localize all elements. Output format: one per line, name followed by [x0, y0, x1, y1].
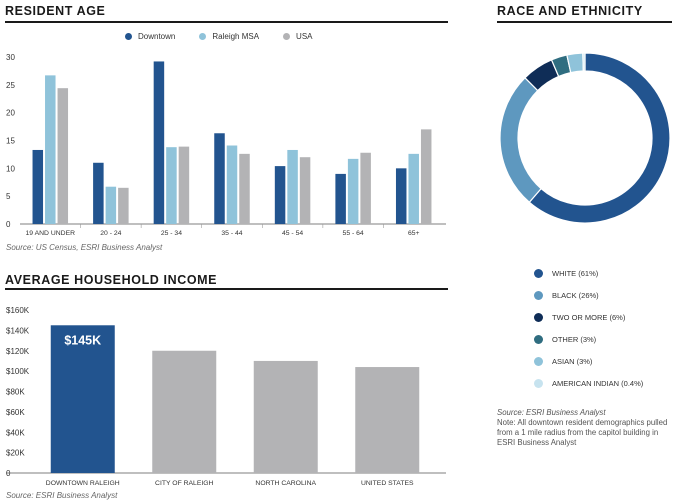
income-y-tick-label: $40K	[6, 428, 25, 437]
income-y-tick-label: $80K	[6, 388, 25, 397]
income-y-tick-label: $120K	[6, 347, 30, 356]
age-bar	[214, 133, 225, 224]
race-donut-chart	[499, 52, 671, 224]
race-legend-label: OTHER (3%)	[552, 334, 597, 344]
age-y-tick-label: 30	[6, 53, 15, 62]
age-section-title: RESIDENT AGE	[5, 4, 106, 18]
age-category-label: 45 - 54	[282, 230, 303, 237]
age-title-rule	[5, 21, 448, 23]
income-y-tick-label: $20K	[6, 449, 25, 458]
race-legend-label: BLACK (26%)	[552, 290, 599, 300]
age-bar	[118, 187, 129, 224]
race-note: Note: All downtown resident demographics…	[497, 417, 668, 447]
age-y-tick-label: 15	[6, 137, 15, 146]
race-legend-item: AMERICAN INDIAN (0.4%)	[534, 372, 643, 394]
age-bar	[287, 149, 298, 224]
age-bar	[166, 147, 177, 224]
race-legend-swatch	[534, 356, 543, 366]
age-category-label: 65+	[408, 230, 420, 237]
age-bar	[299, 157, 311, 224]
age-y-tick-label: 10	[6, 164, 15, 173]
income-title-rule	[5, 288, 448, 290]
race-legend-swatch	[534, 290, 543, 300]
age-y-tick-label: 5	[6, 192, 11, 201]
age-bar	[93, 162, 104, 224]
age-bar	[57, 88, 69, 224]
income-y-tick-label: $60K	[6, 408, 25, 417]
age-bar	[32, 149, 44, 224]
race-legend-label: ASIAN (3%)	[552, 356, 593, 366]
legend-swatch-downtown	[125, 33, 132, 40]
age-category-label: 19 AND UNDER	[26, 230, 76, 237]
race-legend: WHITE (61%) BLACK (26%) TWO OR MORE (6%) OT…	[534, 262, 643, 394]
age-bar	[226, 145, 238, 224]
age-y-tick-label: 20	[6, 109, 15, 118]
income-category-label: DOWNTOWN RALEIGH	[46, 480, 120, 487]
income-category-label: NORTH CAROLINA	[255, 480, 316, 487]
income-source: Source: ESRI Business Analyst	[6, 491, 118, 500]
race-legend-swatch	[534, 334, 543, 344]
race-legend-item: BLACK (26%)	[534, 284, 643, 306]
legend-label-usa: USA	[296, 32, 313, 41]
age-category-label: 25 - 34	[161, 230, 182, 237]
race-legend-item: WHITE (61%)	[534, 262, 643, 284]
race-legend-item: ASIAN (3%)	[534, 350, 643, 372]
age-bar	[178, 146, 190, 224]
race-section-title: RACE AND ETHNICITY	[497, 4, 643, 18]
race-donut-slice	[499, 76, 542, 204]
age-category-label: 55 - 64	[343, 230, 364, 237]
income-section-title: AVERAGE HOUSEHOLD INCOME	[5, 273, 218, 287]
race-donut-slice	[582, 52, 586, 72]
legend-label-raleigh-msa: Raleigh MSA	[212, 32, 260, 41]
age-bar	[347, 158, 359, 224]
age-bar	[335, 173, 346, 224]
income-category-label: CITY OF RALEIGH	[155, 480, 214, 487]
race-legend-swatch	[534, 268, 543, 278]
race-legend-item: OTHER (3%)	[534, 328, 643, 350]
legend-swatch-usa	[283, 33, 291, 40]
legend-label-downtown: Downtown	[138, 32, 176, 41]
income-y-tick-label: 0	[6, 469, 11, 478]
age-bar	[45, 75, 56, 225]
age-bar	[395, 168, 407, 224]
age-bar	[153, 61, 165, 224]
race-note-block: Source: ESRI Business Analyst Note: All …	[497, 408, 669, 448]
age-source: Source: US Census, ESRI Business Analyst	[6, 243, 163, 252]
race-legend-label: WHITE (61%)	[552, 268, 599, 278]
age-y-tick-label: 25	[6, 81, 15, 90]
age-bar	[420, 129, 432, 224]
age-chart: 0 5 10 15 20 25 30 19 AND UNDER 20 - 24 25 - 34 35…	[6, 53, 446, 237]
income-data-label: $145K	[64, 333, 101, 347]
race-legend-label: TWO OR MORE (6%)	[552, 312, 626, 322]
race-legend-swatch	[534, 378, 543, 388]
age-bar	[408, 153, 419, 224]
age-category-label: 35 - 44	[221, 230, 242, 237]
age-legend: Downtown Raleigh MSA USA	[125, 32, 313, 41]
income-y-tick-label: $140K	[6, 326, 30, 335]
race-legend-item: TWO OR MORE (6%)	[534, 306, 643, 328]
legend-item-downtown: Downtown	[125, 32, 175, 41]
income-bar	[253, 360, 318, 473]
race-legend-swatch	[534, 312, 543, 322]
race-legend-label: AMERICAN INDIAN (0.4%)	[552, 378, 644, 388]
legend-item-usa: USA	[283, 32, 313, 41]
age-bar	[360, 152, 371, 224]
age-bar	[274, 166, 286, 224]
income-y-tick-label: $100K	[6, 367, 30, 376]
age-category-label: 20 - 24	[100, 230, 121, 237]
income-y-tick-label: $160K	[6, 306, 30, 315]
age-bar	[239, 153, 250, 224]
age-y-tick-label: 0	[6, 220, 11, 229]
legend-item-raleigh-msa: Raleigh MSA	[199, 32, 259, 41]
income-bar	[355, 367, 420, 473]
income-bar	[152, 350, 217, 473]
race-donut-slice	[528, 52, 671, 224]
income-bar	[50, 325, 115, 473]
race-source: Source: ESRI Business Analyst	[497, 408, 606, 417]
income-chart: 0 $20K $40K $60K $80K $100K $120K $140K $160K DOW…	[6, 306, 446, 487]
income-category-label: UNITED STATES	[361, 480, 414, 487]
legend-swatch-raleigh-msa	[199, 33, 207, 40]
race-title-rule	[497, 21, 672, 23]
age-bar	[105, 186, 117, 224]
